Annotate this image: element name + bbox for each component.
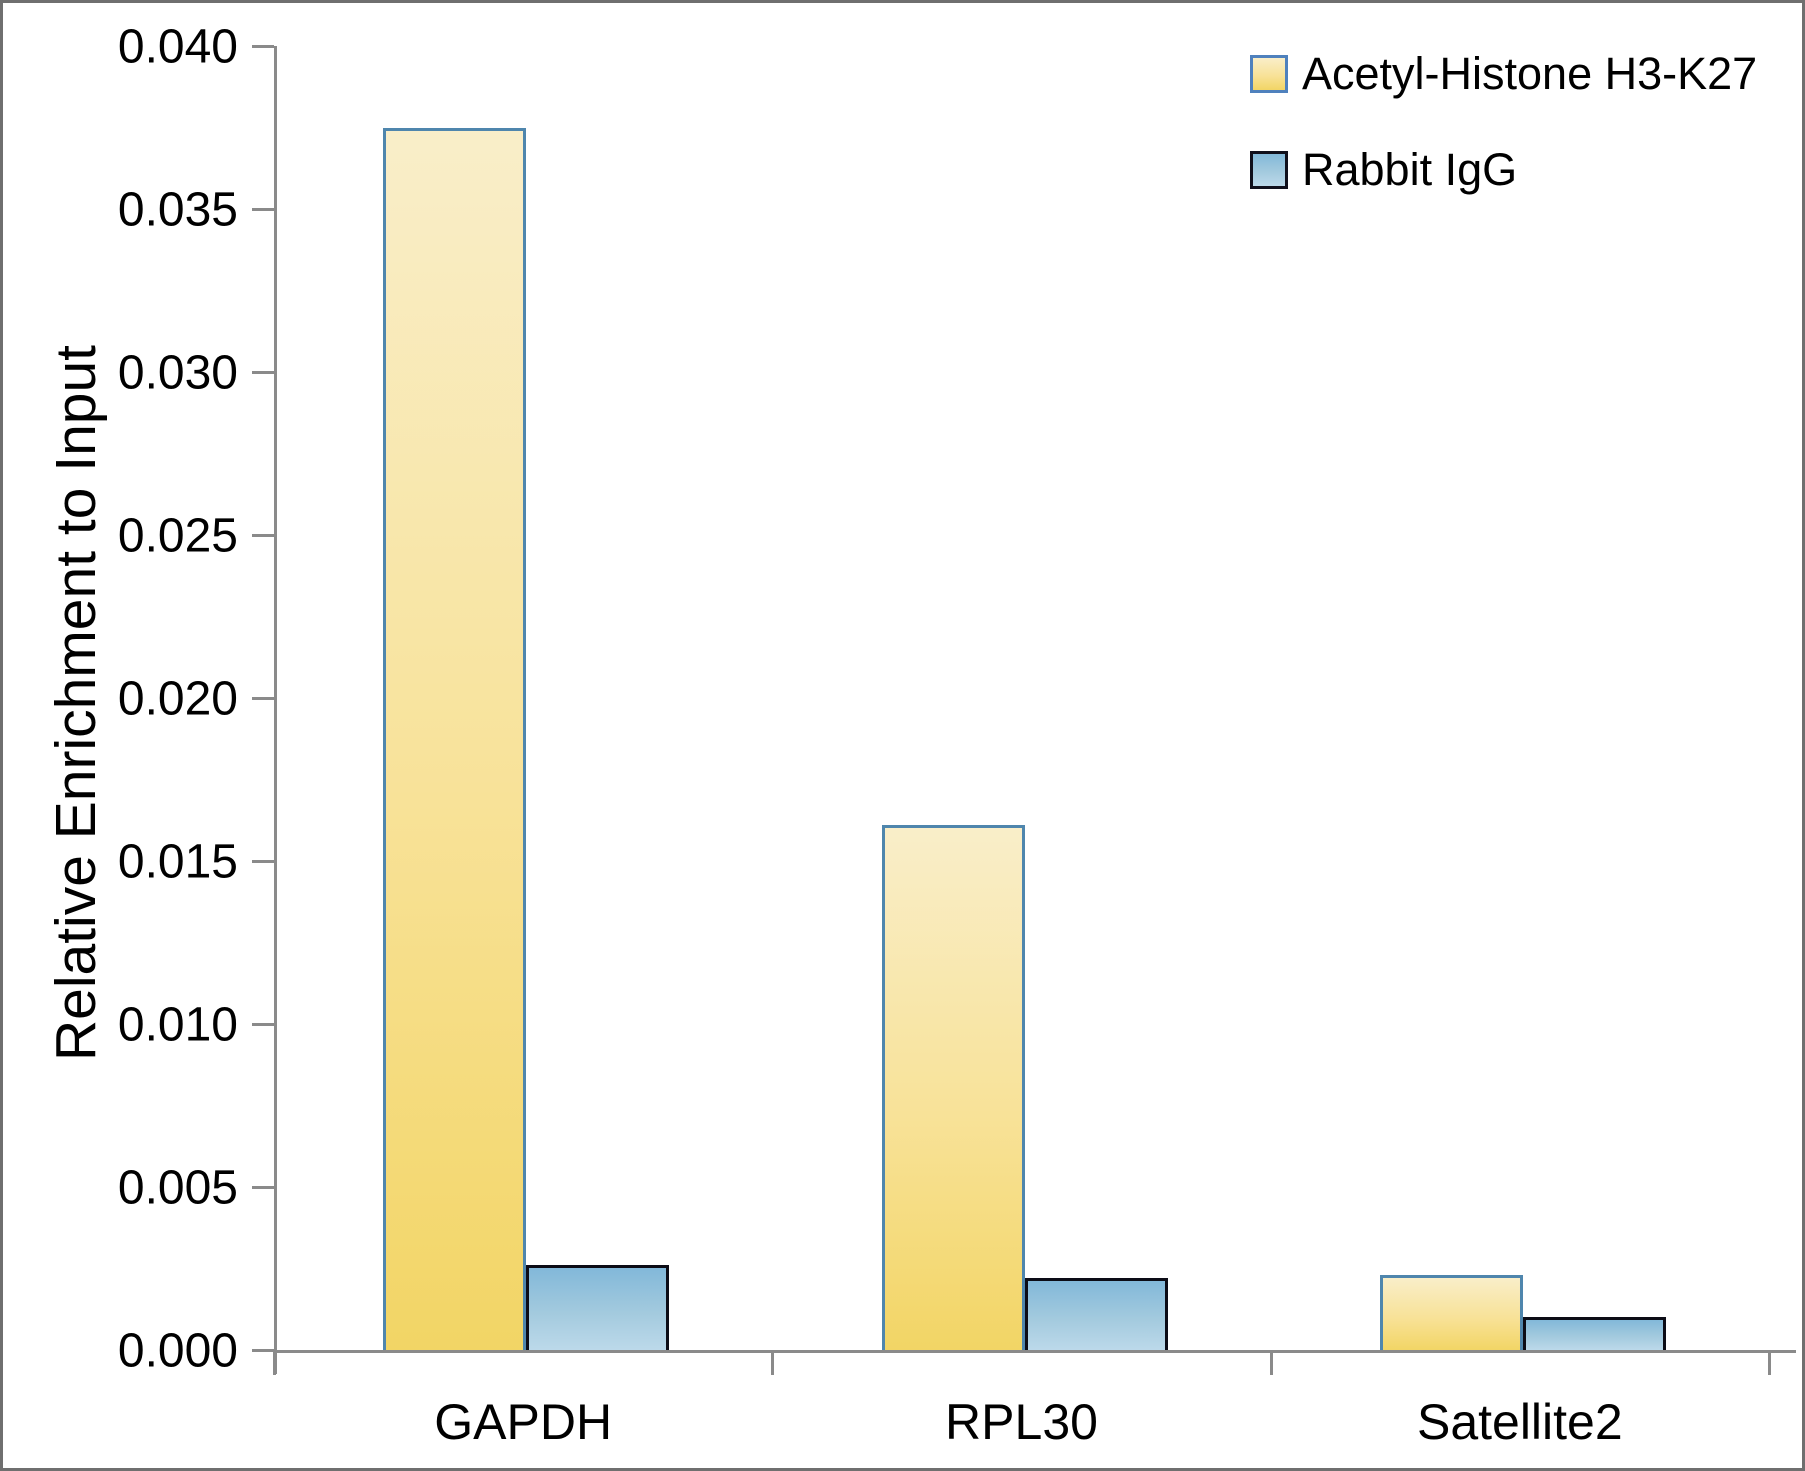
y-tick — [252, 371, 274, 374]
legend-swatch-acetyl-histone — [1250, 55, 1288, 93]
legend-label-acetyl-histone: Acetyl-Histone H3-K27 — [1302, 48, 1758, 99]
y-tick-label: 0.040 — [117, 20, 238, 74]
x-tick — [273, 1350, 276, 1375]
y-tick-label: 0.025 — [117, 509, 238, 563]
y-tick — [252, 208, 274, 211]
bar — [526, 1265, 670, 1350]
x-tick — [1768, 1350, 1771, 1375]
y-tick — [252, 860, 274, 863]
y-tick-label: 0.005 — [117, 1161, 238, 1215]
y-tick-label: 0.010 — [117, 998, 238, 1052]
x-tick — [1269, 1350, 1273, 1375]
legend-item-acetyl-histone: Acetyl-Histone H3-K27 — [1250, 48, 1757, 100]
y-tick — [252, 45, 274, 48]
y-tick-label: 0.000 — [117, 1324, 238, 1378]
legend: Acetyl-Histone H3-K27 Rabbit IgG — [1250, 48, 1757, 196]
bar — [881, 825, 1025, 1350]
y-tick — [252, 1186, 274, 1189]
y-tick-label: 0.020 — [117, 672, 238, 726]
bar — [1379, 1275, 1523, 1350]
x-category-label: GAPDH — [434, 1394, 613, 1450]
bar — [383, 127, 527, 1350]
legend-label-rabbit-igg: Rabbit IgG — [1302, 144, 1518, 195]
x-category-label: Satellite2 — [1416, 1394, 1623, 1450]
bar — [1024, 1278, 1168, 1350]
y-tick — [252, 534, 274, 537]
y-tick — [252, 1349, 274, 1352]
x-category-label: RPL30 — [945, 1394, 1098, 1450]
x-tick — [771, 1350, 775, 1375]
legend-item-rabbit-igg: Rabbit IgG — [1250, 144, 1757, 196]
y-tick — [252, 697, 274, 700]
y-tick-label: 0.030 — [117, 346, 238, 400]
x-axis-line — [274, 1350, 1796, 1353]
y-axis-line — [274, 46, 277, 1374]
y-tick — [252, 1023, 274, 1026]
y-tick-label: 0.035 — [117, 183, 238, 237]
bar — [1522, 1317, 1666, 1350]
legend-swatch-rabbit-igg — [1250, 151, 1288, 189]
y-tick-label: 0.015 — [117, 835, 238, 889]
